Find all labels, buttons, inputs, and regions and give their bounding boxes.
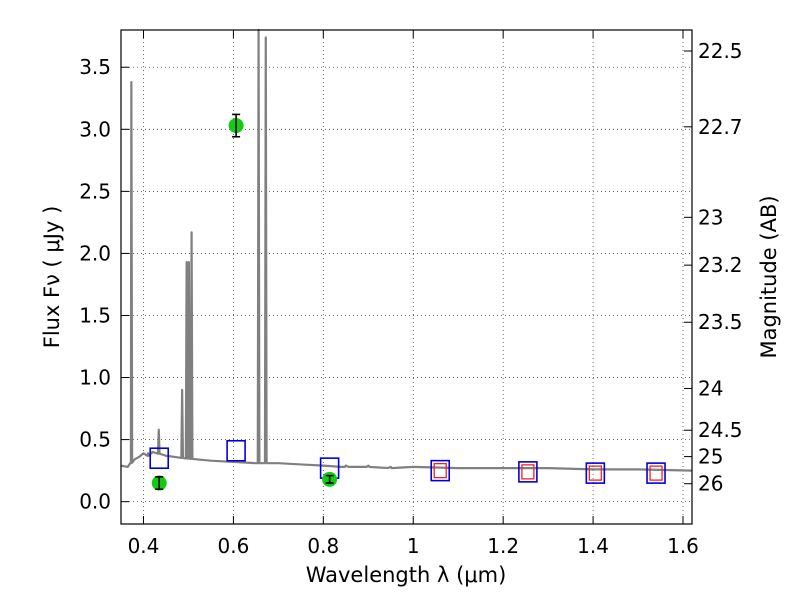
model-photometry-inner-box: [521, 464, 535, 480]
model-photometry-box: [430, 459, 451, 482]
model-photometry-box: [226, 439, 246, 462]
right-tick-label: 23.5: [698, 310, 743, 334]
x-tick-label: 1.4: [577, 534, 609, 558]
x-tick-label: 0.4: [128, 534, 160, 558]
plot-frame: [120, 29, 693, 525]
tick-layer: 0.4 0.6 0.8 1 1.2 1.4 1.6 0.0 0.5 1.0 1.5 2.0 2.5 3.0…: [79, 30, 743, 558]
grid-layer: [121, 30, 692, 524]
model-photometry-box: [518, 461, 538, 483]
right-tick-label: 22.5: [698, 39, 743, 63]
model-photometry-inner-box: [588, 465, 602, 481]
y-tick-label: 3.5: [79, 55, 111, 79]
marker-layer: [149, 113, 666, 491]
model-photometry-box: [149, 447, 170, 470]
right-tick-label: 23: [698, 205, 723, 229]
left-y-axis-label: Flux Fν ( μJy ): [40, 206, 64, 349]
right-tick-label: 22.7: [698, 115, 743, 139]
y-tick-label: 2.5: [79, 179, 111, 203]
x-tick-label: 1.6: [667, 534, 699, 558]
right-tick-label: 24.5: [698, 418, 743, 442]
y-tick-label: 1.0: [79, 366, 111, 390]
model-photometry-box: [585, 462, 606, 484]
x-tick-label: 1.2: [487, 534, 519, 558]
y-tick-label: 2.0: [79, 241, 111, 265]
y-tick-label: 0.5: [79, 428, 111, 452]
model-photometry-box: [646, 462, 666, 484]
y-tick-label: 1.5: [79, 303, 111, 327]
model-photometry-inner-box: [433, 462, 447, 479]
y-tick-label: 0.0: [79, 490, 111, 514]
right-y-axis-label: Magnitude (AB): [757, 195, 781, 358]
right-tick-label: 24: [698, 376, 723, 400]
right-tick-label: 25: [698, 445, 723, 469]
right-tick-label: 26: [698, 472, 723, 496]
y-tick-label: 3.0: [79, 117, 111, 141]
x-axis-label: Wavelength λ (μm): [306, 563, 507, 587]
x-tick-label: 0.8: [307, 534, 339, 558]
model-photometry-inner-box: [649, 465, 663, 481]
x-tick-label: 1: [407, 534, 420, 558]
model-spectrum-line: [120, 28, 693, 472]
right-tick-label: 23.2: [698, 253, 743, 277]
x-tick-label: 0.6: [217, 534, 249, 558]
spectrum-layer: [120, 28, 693, 472]
